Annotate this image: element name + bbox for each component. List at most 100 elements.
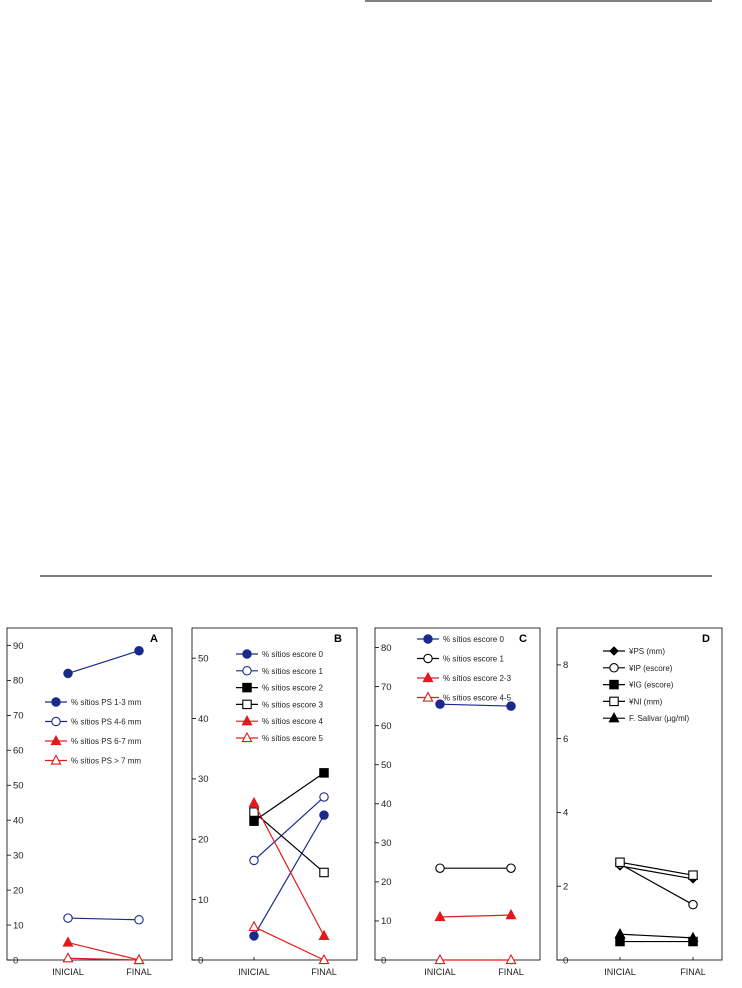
legend-label: % sítios escore 5 [262,734,323,743]
legend-marker [422,671,434,683]
legend-marker [609,663,619,673]
data-point [249,931,259,941]
legend-label: % sítios escore 2 [262,684,323,693]
legend-label: F. Salivar (µg/ml) [629,714,690,723]
data-point [434,953,446,965]
y-tick-label: 40 [381,799,392,810]
series-3 [615,936,698,947]
panel-letter: B [334,633,342,645]
legend-label: % sítios PS 1-3 mm [71,698,142,707]
series-4 [434,953,517,965]
data-point [62,936,74,947]
series-4 [615,857,698,880]
y-tick-label: 80 [13,676,24,687]
series-line [253,811,325,873]
series-1 [63,645,144,679]
chart-panel-b: 0 10 20 30 40 50 INICIAL FINAL B % sítios escore … [191,627,358,977]
y-tick-label: 8 [563,660,568,671]
legend-marker [242,666,252,676]
data-point [134,915,144,925]
x-category-label: FINAL [680,967,706,977]
plot-frame [191,627,358,961]
data-point [615,936,625,947]
legend-label: % sítios escore 0 [262,650,323,659]
series-4 [62,952,145,965]
y-tick-label: 6 [563,734,568,745]
data-point [319,792,329,802]
legend-label: % sítios escore 1 [443,655,504,664]
series-5 [614,928,699,943]
y-tick-label: 60 [381,721,392,732]
y-tick-label: 20 [13,885,24,896]
panel-letter: D [702,633,710,645]
data-point [435,863,445,873]
data-point [63,913,73,923]
y-tick-label: 50 [198,653,209,664]
legend-marker [422,691,434,702]
series-line [253,814,325,937]
legend-label: % sítios PS > 7 mm [71,757,141,766]
legend-label: % sítios PS 6-7 mm [71,737,142,746]
legend-label: % sítios escore 4 [262,717,323,726]
legend: % sítios escore 0 % sítios escore 1 % síti… [417,634,512,703]
series-1 [435,699,516,711]
data-point [688,899,698,910]
y-tick-label: 20 [198,835,209,846]
data-point [318,953,330,965]
series-line [619,863,694,906]
data-point [133,953,145,965]
legend-marker [50,754,62,765]
plot-frame [6,627,173,961]
legend-marker [423,653,433,664]
series-line [67,917,140,921]
series-line [67,650,140,675]
legend-marker [609,696,619,707]
data-point [615,857,625,867]
data-point [505,908,517,920]
x-category-label: INICIAL [424,967,456,977]
x-category-label: FINAL [311,967,337,977]
legend: % sítios PS 1-3 mm % sítios PS 4-6 mm % sí… [45,697,142,766]
plot-frame [556,627,723,961]
series-line [67,941,140,961]
y-tick-label: 80 [381,643,392,654]
y-tick-label: 30 [198,774,209,785]
data-point [319,768,329,778]
data-point [63,668,73,679]
y-tick-label: 90 [13,641,24,652]
series-1 [249,810,329,941]
legend-label: % sítios escore 1 [262,667,323,676]
data-point [249,816,259,826]
data-point [688,870,698,880]
legend-marker [423,634,433,644]
data-point [506,863,516,873]
x-category-label: FINAL [498,967,524,977]
data-point [249,855,259,866]
x-category-label: INICIAL [604,967,636,977]
series-1 [615,861,698,884]
series-line [253,802,325,937]
legend-marker [609,679,619,690]
series-3 [249,768,329,826]
legend: ¥PS (mm) ¥IP (escore) ¥IG (escore) ¥NI (mm)… [603,646,690,723]
data-point [435,699,445,709]
legend-marker [50,734,62,746]
series-2 [63,913,144,925]
y-tick-label: 40 [13,816,24,827]
chart-panel-a: 0 10 20 30 40 50 60 70 80 90 INICIAL FINAL A % sítios… [6,627,173,977]
y-tick-label: 50 [381,760,392,771]
series-3 [434,908,517,922]
legend-marker [51,716,61,727]
legend-marker [51,697,61,707]
y-tick-label: 30 [13,850,24,861]
series-6 [248,920,330,965]
panel-letter: A [150,633,158,645]
legend-marker [608,712,620,723]
series-2 [435,863,516,873]
x-category-label: INICIAL [52,967,84,977]
legend: % sítios escore 0 % sítios escore 1 % síti… [236,649,323,743]
series-line [619,865,694,880]
legend-marker [242,699,252,710]
